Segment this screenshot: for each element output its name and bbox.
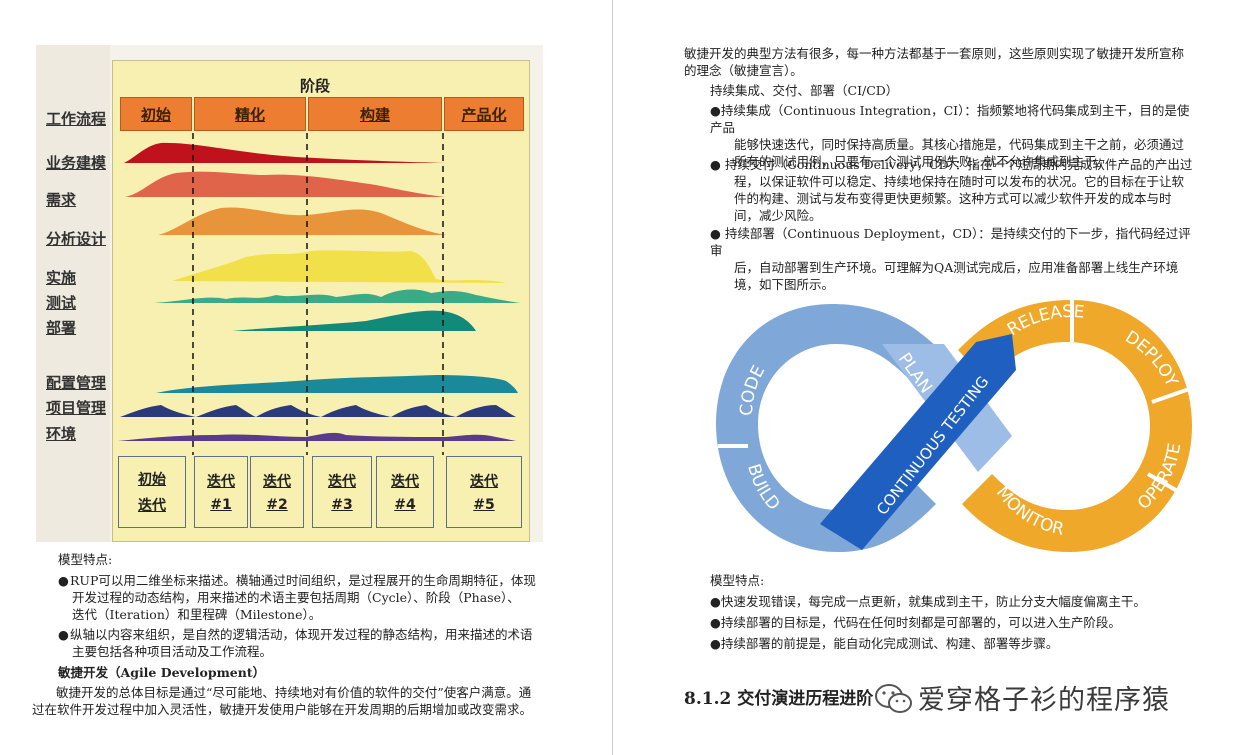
intro-paragraph: 敏捷开发的典型方法有很多，每一种方法都基于一套原则，这些原则实现了敏捷开发所宣称… — [684, 45, 1204, 79]
bullet-dot-icon: ● — [710, 594, 721, 609]
left-bullet-1-line-2: 开发过程的动态结构，用来描述的术语主要包括周期（Cycle）、阶段（Phase）… — [72, 590, 520, 605]
right-feature-2-text: 持续部署的目标是，代码在任何时刻都是可部署的，可以进入生产阶段。 — [720, 615, 1121, 630]
ci-line-2: 能够快速迭代，同时保持高质量。其核心措施是，代码集成到主干之前，必须通过 — [734, 137, 1185, 152]
row-label-deployment: 部署 — [46, 319, 77, 337]
iteration-5-top: 迭代 — [470, 474, 498, 490]
iteration-4-top: 迭代 — [391, 474, 419, 490]
iteration-1: 迭代 #1 — [194, 456, 248, 528]
cdp-bullet: ● 持续部署（Continuous Deployment，CD）：是持续交付的下… — [710, 225, 1200, 293]
iteration-3-bottom: #3 — [331, 497, 353, 513]
row-label-test: 测试 — [46, 294, 77, 312]
iteration-initial-top: 初始 — [138, 472, 166, 488]
cicd-heading: 持续集成、交付、部署（CI/CD） — [710, 83, 899, 98]
bullet-dot-icon: ● — [710, 157, 721, 172]
devops-infinity-diagram: CODE BUILD PLAN CONTINUOUS TESTING RELEA… — [716, 300, 1193, 552]
right-feature-1: ●快速发现错误，每完成一点更新，就集成到主干，防止分支大幅度偏离主干。 — [710, 593, 1146, 610]
phase-inception: 初始 — [120, 97, 192, 131]
iteration-2-bottom: #2 — [266, 497, 288, 513]
left-model-features-label: 模型特点: — [58, 552, 113, 567]
bullet-dot-icon: ● — [710, 226, 721, 241]
row-label-environment: 环境 — [46, 425, 77, 443]
bullet-dot-icon: ● — [58, 573, 69, 588]
agile-paragraph: 敏捷开发的总体目标是通过“尽可能地、持续地对有价值的软件的交付”使客户满意。通 … — [32, 684, 552, 718]
row-label-workflow: 工作流程 — [46, 110, 107, 128]
left-bullet-2-line-2: 主要包括各种项目活动及工作流程。 — [72, 644, 273, 659]
cd-line-4: 间，减少风险。 — [734, 208, 822, 223]
cd-line-2: 程，以保证软件可以稳定、持续地保持在随时可以发布的状况。它的目标在于让软 — [734, 174, 1185, 189]
cdp-line-3: 境，如下图所示。 — [734, 277, 835, 292]
bullet-dot-icon: ● — [710, 615, 721, 630]
intro-line-2: 的理念（敏捷宣言）。 — [684, 63, 803, 78]
iteration-initial-bottom: 迭代 — [138, 498, 166, 514]
agile-paragraph-line-1: 敏捷开发的总体目标是通过“尽可能地、持续地对有价值的软件的交付”使客户满意。通 — [56, 685, 532, 700]
right-model-features-label: 模型特点: — [710, 573, 765, 588]
phase-elaboration: 精化 — [194, 97, 306, 131]
section-heading-8-1-2: 8.1.2 交付演进历程进阶 — [684, 689, 874, 709]
right-feature-1-text: 快速发现错误，每完成一点更新，就集成到主干，防止分支大幅度偏离主干。 — [720, 594, 1146, 609]
agile-heading: 敏捷开发（Agile Development） — [58, 665, 266, 680]
left-bullet-2: ●纵轴以内容来组织，是自然的逻辑活动，体现开发过程的静态结构，用来描述的术语 主… — [58, 626, 548, 660]
row-label-business-modeling: 业务建模 — [46, 154, 107, 172]
left-bullet-1: ●RUP可以用二维坐标来描述。横轴通过时间组织，是过程展开的生命周期特征，体现 … — [58, 572, 548, 623]
row-label-requirements: 需求 — [46, 191, 77, 209]
agile-paragraph-line-2: 过在软件开发过程中加入灵活性，敏捷开发使用户能够在开发周期的后期增加或改变需求。 — [32, 702, 533, 717]
wechat-icon — [875, 684, 912, 713]
right-feature-3: ●持续部署的前提是，能自动化完成测试、构建、部署等步骤。 — [710, 635, 1058, 652]
phase-construction: 构建 — [308, 97, 442, 131]
row-label-analysis-design: 分析设计 — [46, 230, 107, 248]
rup-diagram: 工作流程 业务建模 需求 分析设计 实施 测试 部署 配置管理 项目管理 环境 … — [36, 45, 543, 542]
iteration-5-bottom: #5 — [473, 497, 495, 513]
iteration-3-top: 迭代 — [328, 474, 356, 490]
bullet-dot-icon: ● — [710, 636, 721, 651]
iteration-4-bottom: #4 — [394, 497, 416, 513]
iteration-5: 迭代 #5 — [446, 456, 522, 528]
bullet-dot-icon: ● — [710, 103, 721, 118]
page-divider — [612, 0, 613, 755]
bullet-dot-icon: ● — [58, 627, 69, 642]
cd-line-3: 件的构建、测试与发布变得更快更频繁。这种方式可以减少软件开发的成本与时 — [734, 191, 1172, 206]
ci-line-1: 持续集成（Continuous Integration，CI）：指频繁地将代码集… — [710, 103, 1190, 135]
watermark-text: 爱穿格子衫的程序猿 — [918, 685, 1170, 716]
stage-title: 阶段 — [300, 77, 331, 95]
cdp-line-1: 持续部署（Continuous Deployment，CD）：是持续交付的下一步… — [710, 226, 1191, 258]
cdp-line-2: 后，自动部署到生产环境。可理解为QA测试完成后，应用准备部署上线生产环境 — [734, 260, 1179, 275]
cd-bullet: ● 持续交付（Continuous Delivery，CD）：指在一个短周期内完… — [710, 156, 1200, 224]
left-bullet-2-line-1: 纵轴以内容来组织，是自然的逻辑活动，体现开发过程的静态结构，用来描述的术语 — [70, 627, 533, 642]
workflow-labels-column — [36, 45, 110, 542]
right-feature-3-text: 持续部署的前提是，能自动化完成测试、构建、部署等步骤。 — [720, 636, 1059, 651]
intro-line-1: 敏捷开发的典型方法有很多，每一种方法都基于一套原则，这些原则实现了敏捷开发所宣称 — [684, 46, 1185, 61]
row-label-implementation: 实施 — [46, 269, 77, 287]
ci-bullet: ●持续集成（Continuous Integration，CI）：指频繁地将代码… — [710, 102, 1200, 170]
row-label-config-management: 配置管理 — [46, 374, 107, 392]
right-feature-2: ●持续部署的目标是，代码在任何时刻都是可部署的，可以进入生产阶段。 — [710, 614, 1121, 631]
iteration-1-bottom: #1 — [210, 497, 232, 513]
cd-line-1: 持续交付（Continuous Delivery，CD）：指在一个短周期内完成软… — [724, 157, 1193, 172]
iteration-initial: 初始 迭代 — [118, 456, 186, 528]
row-label-project-management: 项目管理 — [46, 399, 107, 417]
iteration-3: 迭代 #3 — [312, 456, 372, 528]
iteration-4: 迭代 #4 — [376, 456, 434, 528]
iteration-2: 迭代 #2 — [250, 456, 304, 528]
workflow-humps — [118, 133, 521, 455]
iteration-1-top: 迭代 — [207, 474, 235, 490]
iteration-2-top: 迭代 — [263, 474, 291, 490]
left-bullet-1-line-1: RUP可以用二维坐标来描述。横轴通过时间组织，是过程展开的生命周期特征，体现 — [70, 573, 536, 588]
left-bullet-1-line-3: 迭代（Iteration）和里程碑（Milestone）。 — [72, 607, 322, 622]
phase-transition: 产品化 — [444, 97, 524, 131]
ci-line-3: 所有的测试用例，只要有一个测试用例失败，就不允许集成到主干。 — [734, 154, 1110, 169]
